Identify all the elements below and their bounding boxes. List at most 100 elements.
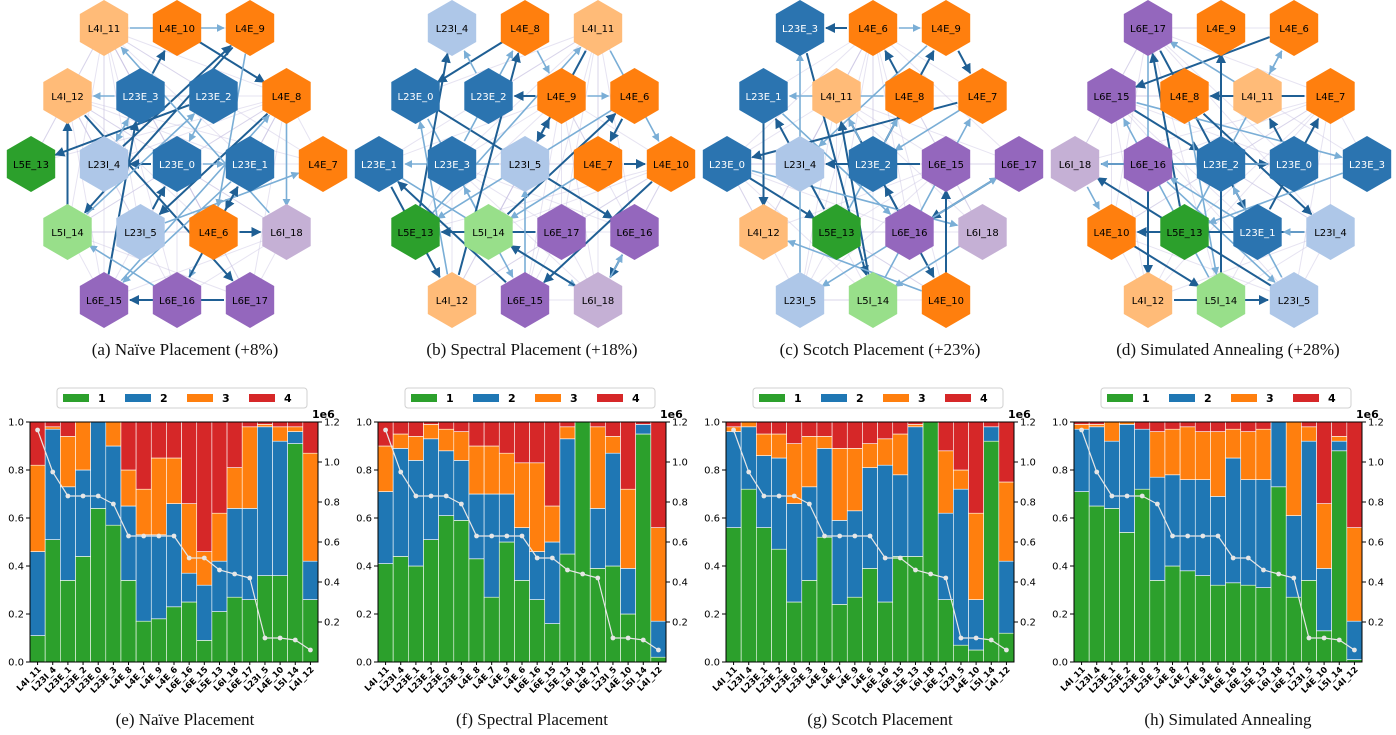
bar-segment-2 [1316,568,1332,632]
bar-segment-2 [831,520,848,605]
x-axis: L4I_11L23I_4L23E_1L23E_2L23E_0L23E_3L4E_… [711,662,1013,696]
node-hexagon [812,68,861,124]
line-point [958,635,964,641]
node-label: L6E_16 [159,296,195,307]
node-label: L23E_2 [855,160,891,171]
bar-segment-3 [453,431,470,461]
bars [29,421,319,663]
node-hexagon [500,0,550,56]
legend-swatch [821,394,847,402]
node-hexagon [775,136,825,192]
node-label: L4E_7 [308,160,338,171]
bar-segment-1 [831,604,848,663]
node-l6e-16: L6E_16 [885,204,934,260]
y-tick-label: 0.0 [8,658,24,669]
node-hexagon [298,136,348,192]
node-l6i-18: L6I_18 [573,272,623,328]
edge-directed [957,50,972,74]
node-hexagon [189,68,238,124]
node-label: L4I_12 [436,296,469,307]
legend-swatch [535,394,561,402]
bar-segment-1 [756,527,772,663]
line-point [171,533,177,539]
bar-segment-2 [105,445,122,526]
bar-segment-2 [302,560,319,600]
bar-segment-1 [120,580,137,663]
node-hexagon [427,136,477,192]
node-label: L6E_17 [232,296,268,307]
bar-segment-1 [44,539,61,663]
edge-directed [884,50,899,74]
y2-tick-label: 1.2 [672,418,688,429]
bar-segment-1 [1179,570,1196,663]
bar-segment-3 [135,488,152,536]
node-hexagon [391,68,440,124]
bar-segment-4 [272,421,288,428]
bar-segment-2 [453,460,470,521]
node-l4e-8: L4E_8 [885,68,934,124]
node-hexagon [1269,136,1319,192]
node-label: L4E_6 [199,228,229,239]
line-point [504,533,510,539]
line-point [1094,469,1100,475]
bar-segment-3 [105,421,122,447]
y2-tick-label: 0.2 [1368,618,1384,629]
edge-directed [609,118,624,142]
node-l5i-14: L5I_14 [43,204,92,260]
line-point [247,575,253,581]
bar-segment-2 [544,541,561,624]
bar-segment-4 [166,421,182,459]
bar-segment-4 [1240,421,1257,432]
y-axis-left: 0.0 0.2 0.4 0.6 0.8 1.0 [1052,418,1074,669]
line-point [610,635,616,641]
node-hexagon [812,204,861,260]
node-l5e-13: L5E_13 [6,136,56,192]
node-label: L4I_12 [51,92,84,103]
bar-segment-2 [983,426,1000,442]
bar-segment-1 [1119,532,1135,663]
bar-segment-1 [392,556,409,663]
edge-directed [509,177,577,219]
edge-faint [67,27,105,233]
x-axis: L4I_11L23I_4L23E_1L23E_2L23E_0L23E_3L4E_… [1059,662,1361,696]
line-point [656,647,661,653]
node-label: L4I_12 [1132,296,1165,307]
node-label: L23I_4 [436,24,469,35]
bar-segment-3 [740,421,757,428]
bar-segment-4 [620,421,636,490]
y-tick-label: 0.8 [1052,466,1068,477]
bar-segment-2 [1119,424,1135,533]
line-point [126,533,131,539]
line-point [80,493,86,499]
bar-segment-3 [1210,431,1226,497]
node-l4e-9: L4E_9 [921,0,971,56]
node-label: L6E_17 [1130,24,1166,35]
line-point [1154,501,1160,507]
y2-tick-label: 1.0 [324,458,340,469]
line-point [1230,555,1236,561]
line-point [156,533,162,539]
node-label: L6I_18 [582,296,615,307]
node-hexagon [958,204,1007,260]
bar-segment-2 [377,491,394,564]
bar-segment-4 [1331,421,1348,437]
bar-segment-1 [423,539,439,663]
line-point [398,469,404,475]
legend-label: 3 [1266,392,1274,405]
node-label: L23E_2 [1203,160,1239,171]
bar-segment-2 [756,455,772,528]
y2-tick-label: 0.8 [324,498,340,509]
edge-directed [215,53,247,208]
bar-segment-4 [1301,421,1317,428]
node-l23i-4: L23I_4 [427,0,477,56]
line-point [217,567,222,573]
y2-tick-label: 0.4 [1020,578,1036,589]
node-l6i-18: L6I_18 [262,204,311,260]
line-point [852,533,858,539]
x-axis: L4I_11L23I_4L23E_1L23E_2L23E_0L23E_3L4E_… [15,662,317,696]
bar-segment-1 [241,599,258,663]
edge-faint [799,163,947,301]
bar-segment-2 [1225,457,1242,584]
bar-segment-1 [468,558,485,663]
